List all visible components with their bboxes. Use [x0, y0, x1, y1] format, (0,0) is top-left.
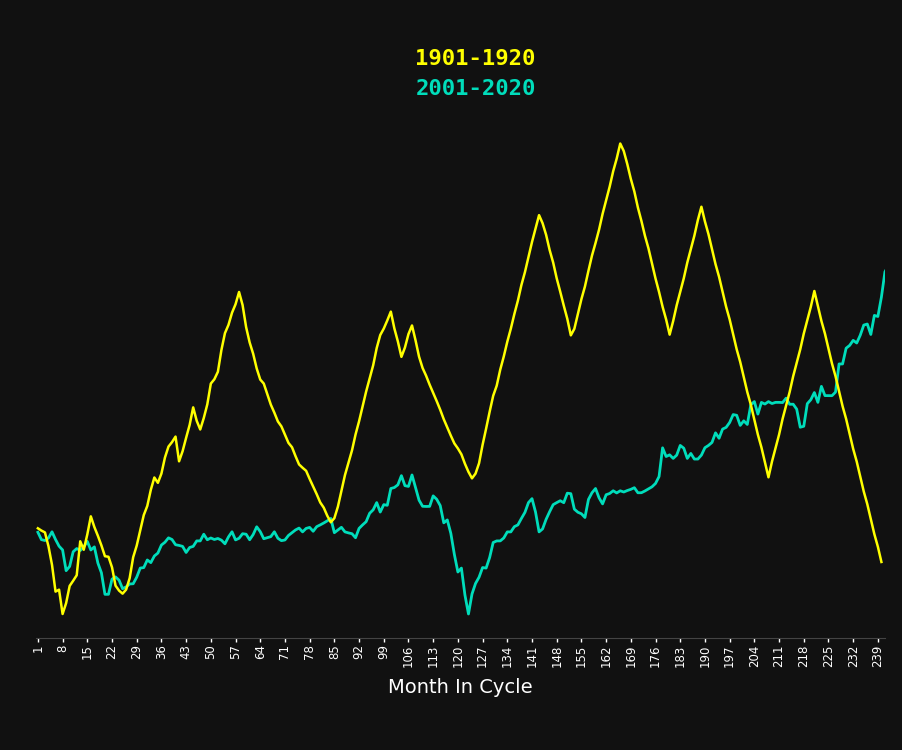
Text: 2001-2020: 2001-2020	[415, 79, 535, 99]
X-axis label: Month In Cycle: Month In Cycle	[388, 678, 532, 697]
Text: 1901-1920: 1901-1920	[415, 49, 535, 69]
